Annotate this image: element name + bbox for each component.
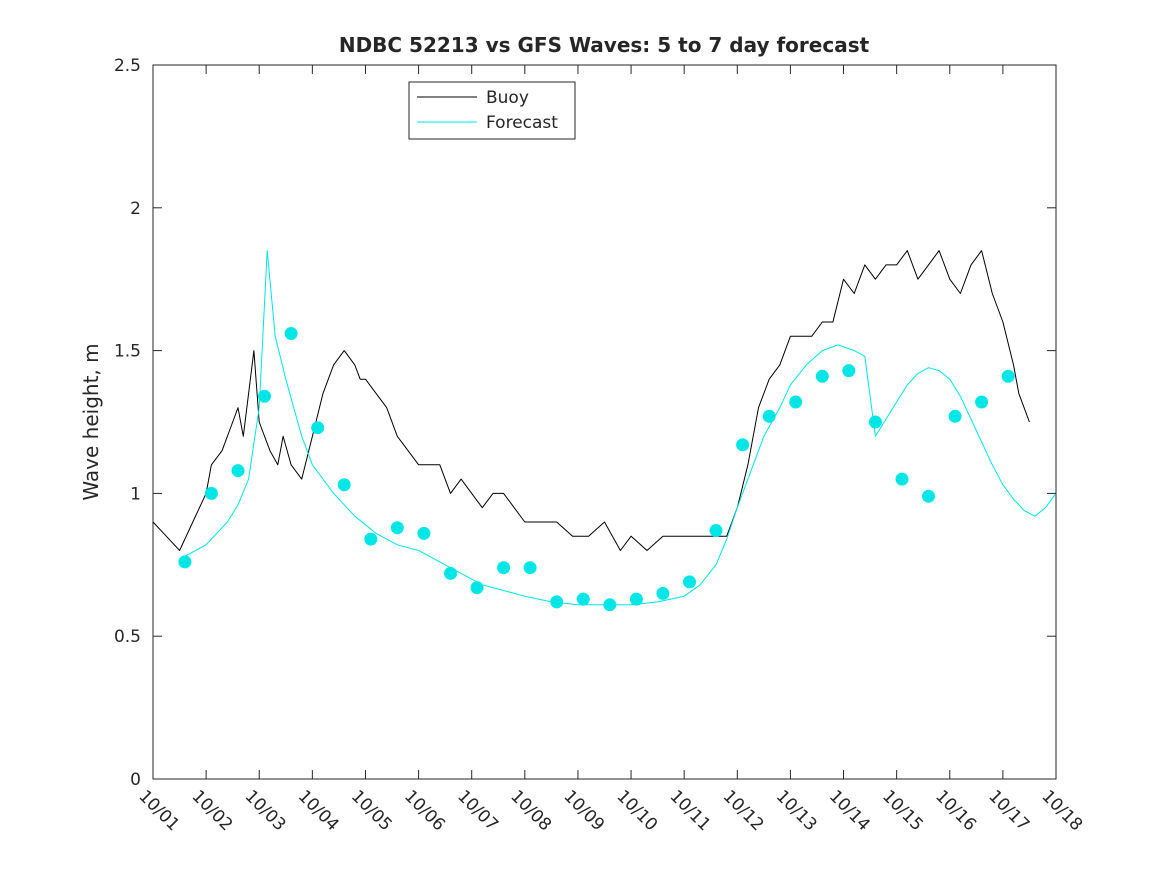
- legend-box: [408, 81, 576, 140]
- forecast-marker: [204, 486, 218, 500]
- forecast-marker: [975, 395, 989, 409]
- y-tick-label: 2.5: [114, 56, 141, 76]
- forecast-line: [179, 250, 1057, 606]
- forecast-marker: [789, 395, 803, 409]
- forecast-marker: [683, 575, 696, 589]
- forecast-marker: [470, 581, 484, 595]
- y-tick-label: 2: [130, 199, 141, 219]
- forecast-marker: [1001, 369, 1015, 383]
- forecast-marker: [762, 409, 776, 423]
- forecast-marker: [656, 586, 670, 600]
- forecast-marker: [284, 327, 298, 340]
- forecast-marker: [231, 464, 245, 478]
- forecast-marker: [523, 561, 537, 575]
- legend: Buoy Forecast: [408, 81, 576, 140]
- forecast-marker: [895, 472, 909, 486]
- forecast-marker: [497, 561, 511, 575]
- plot-frame: [152, 64, 1057, 780]
- forecast-marker: [178, 555, 192, 569]
- y-tick-label: 0.5: [114, 627, 141, 647]
- y-tick-label: 1.5: [114, 342, 141, 362]
- forecast-marker: [629, 592, 643, 606]
- forecast-marker: [736, 438, 750, 452]
- legend-entry-buoy: Buoy: [486, 88, 529, 108]
- forecast-marker: [550, 595, 564, 609]
- forecast-marker: [258, 389, 271, 403]
- plot-area: [152, 64, 1057, 780]
- legend-entry-forecast: Forecast: [486, 113, 558, 133]
- y-tick-label: 1: [130, 484, 141, 504]
- forecast-marker: [842, 364, 856, 378]
- forecast-marker: [364, 532, 378, 546]
- forecast-marker: [815, 369, 829, 383]
- marker-layer: [178, 327, 1015, 612]
- forecast-marker: [948, 409, 962, 423]
- forecast-marker: [444, 566, 457, 580]
- y-tick-label: 0: [130, 770, 141, 790]
- forecast-marker: [390, 521, 404, 535]
- y-axis-label: Wave height, m: [79, 343, 103, 500]
- forecast-marker: [576, 592, 590, 606]
- y-axis: 0 0.5 1 1.5 2 2.5: [114, 56, 1056, 790]
- forecast-marker: [337, 478, 351, 492]
- forecast-marker: [922, 489, 935, 503]
- forecast-marker: [709, 524, 723, 537]
- buoy-line: [152, 250, 1030, 551]
- series-layer: [152, 250, 1057, 606]
- chart-title: NDBC 52213 vs GFS Waves: 5 to 7 day fore…: [339, 33, 870, 57]
- forecast-marker: [603, 598, 617, 612]
- forecast-marker: [311, 421, 325, 435]
- forecast-marker: [417, 526, 431, 540]
- forecast-marker: [868, 415, 882, 429]
